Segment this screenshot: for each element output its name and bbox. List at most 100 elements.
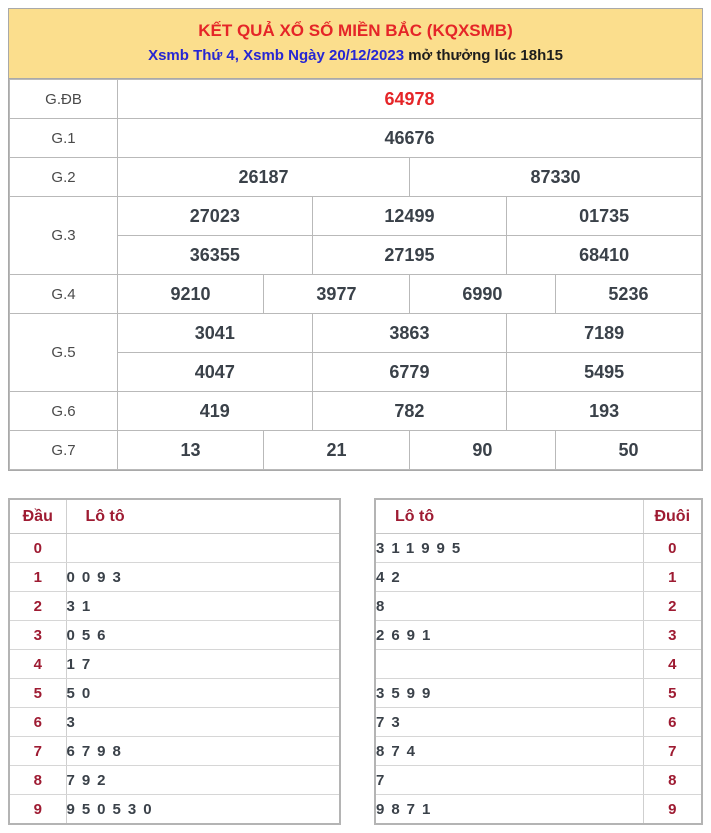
loto-values: 3599 — [375, 678, 643, 708]
prize-label-gdb: G.ĐB — [9, 79, 118, 119]
dau-digit: 9 — [9, 794, 67, 824]
prize-row-g7: G.7 13 21 90 50 — [9, 430, 703, 470]
prize-value: 46676 — [117, 118, 702, 158]
loto-values: 874 — [375, 736, 643, 766]
dau-row: 0 — [9, 533, 340, 563]
duoi-digit: 6 — [642, 707, 702, 737]
duoi-digit: 0 — [642, 533, 702, 563]
prize-label-g7: G.7 — [9, 430, 118, 470]
prize-label-g4: G.4 — [9, 274, 118, 314]
prize-value: 50 — [554, 430, 703, 470]
duoi-digit: 8 — [642, 765, 702, 795]
prize-value: 26187 — [117, 157, 410, 197]
result-box: KẾT QUẢ XỔ SỐ MIỀN BẮC (KQXSMB) Xsmb Thứ… — [8, 8, 703, 471]
duoi-row: 9871 9 — [375, 794, 702, 824]
prize-value: 12499 — [311, 196, 508, 236]
prize-row-g5b: 4047 6779 5495 — [10, 352, 702, 392]
prize-value: 68410 — [506, 235, 702, 275]
prize-row-g6: G.6 419 782 193 — [9, 391, 702, 431]
dau-digit: 8 — [9, 765, 67, 795]
prize-row-g2: G.2 26187 87330 — [9, 157, 703, 197]
prize-value: 90 — [408, 430, 556, 470]
duoi-digit: 4 — [642, 649, 702, 679]
duoi-header: Đuôi — [642, 499, 702, 534]
prize-value: 01735 — [506, 196, 702, 236]
duoi-digit: 9 — [642, 794, 702, 824]
prize-row-g4: G.4 9210 3977 6990 5236 — [9, 274, 703, 314]
prize-value: 27023 — [117, 196, 313, 236]
loto-values: 6798 — [66, 736, 340, 766]
prize-row-gdb: G.ĐB 64978 — [9, 79, 702, 119]
dau-row: 1 0093 — [9, 562, 340, 592]
loto-values — [375, 649, 643, 679]
dau-row: 2 31 — [9, 591, 340, 621]
duoi-row: 2691 3 — [375, 620, 702, 650]
draw-time-text: mở thưởng lúc 18h15 — [404, 47, 563, 64]
duoi-digit: 3 — [642, 620, 702, 650]
loto-values: 7 — [375, 765, 643, 795]
dau-digit: 4 — [9, 649, 67, 679]
prize-value: 5495 — [506, 352, 702, 392]
result-header: KẾT QUẢ XỔ SỐ MIỀN BẮC (KQXSMB) Xsmb Thứ… — [9, 9, 702, 79]
prize-table: G.ĐB 64978 G.1 46676 G.2 26187 87330 G.3… — [9, 79, 703, 470]
prize-value: 782 — [311, 391, 508, 431]
dau-digit: 7 — [9, 736, 67, 766]
loto-values: 3 — [66, 707, 340, 737]
prize-row-g1: G.1 46676 — [9, 118, 702, 158]
loto-values: 73 — [375, 707, 643, 737]
dau-row: 8 792 — [9, 765, 340, 795]
prize-row-g5a: G.5 3041 3863 7189 — [9, 313, 702, 392]
loto-values: 311995 — [375, 533, 643, 563]
prize-value: 36355 — [117, 235, 313, 275]
prize-value: 6779 — [311, 352, 508, 392]
dau-digit: 3 — [9, 620, 67, 650]
prize-row-g3b: 36355 27195 68410 — [10, 235, 702, 275]
prize-value: 6990 — [408, 274, 556, 314]
prize-label-g3: G.3 — [9, 196, 118, 275]
loto-values: 17 — [66, 649, 340, 679]
prize-label-g2: G.2 — [9, 157, 118, 197]
dau-digit: 0 — [9, 533, 67, 563]
loto-values: 9871 — [376, 800, 438, 818]
duoi-row: 3599 5 — [375, 678, 702, 708]
duoi-row: 874 7 — [375, 736, 702, 766]
prize-value: 3041 — [117, 313, 313, 353]
dau-row: 7 6798 — [9, 736, 340, 766]
loto-values: 950530 — [66, 800, 159, 818]
prize-value: 3863 — [311, 313, 508, 353]
prize-value: 27195 — [311, 235, 508, 275]
loto-values: 50 — [66, 678, 340, 708]
dau-row: 5 50 — [9, 678, 340, 708]
loto-header: Lô tô — [375, 499, 643, 534]
loto-values: 792 — [66, 765, 340, 795]
loto-values: 31 — [66, 591, 340, 621]
dau-row: 4 17 — [9, 649, 340, 679]
loto-values: 42 — [375, 562, 643, 592]
loto-values: 8 — [375, 591, 643, 621]
prize-value-gdb: 64978 — [117, 79, 702, 119]
draw-date-link[interactable]: Xsmb Thứ 4, Xsmb Ngày 20/12/2023 — [148, 47, 405, 64]
dau-table-header: Đầu Lô tô — [9, 499, 340, 534]
prize-value: 21 — [262, 430, 410, 470]
prize-label-g5: G.5 — [9, 313, 118, 392]
dau-digit: 1 — [9, 562, 67, 592]
dau-header: Đầu — [9, 499, 67, 534]
loto-values: 056 — [66, 620, 340, 650]
prize-value: 13 — [117, 430, 264, 470]
duoi-row: 42 1 — [375, 562, 702, 592]
loto-values: 2691 — [375, 620, 643, 650]
prize-value: 9210 — [117, 274, 264, 314]
dau-row: 3 056 — [9, 620, 340, 650]
loto-values: 0093 — [66, 562, 340, 592]
duoi-row: 73 6 — [375, 707, 702, 737]
duoi-digit: 2 — [642, 591, 702, 621]
duoi-table-header: Lô tô Đuôi — [375, 499, 702, 534]
dau-row: 9 950530 — [9, 794, 340, 824]
prize-label-g1: G.1 — [9, 118, 118, 158]
prize-value: 419 — [117, 391, 313, 431]
